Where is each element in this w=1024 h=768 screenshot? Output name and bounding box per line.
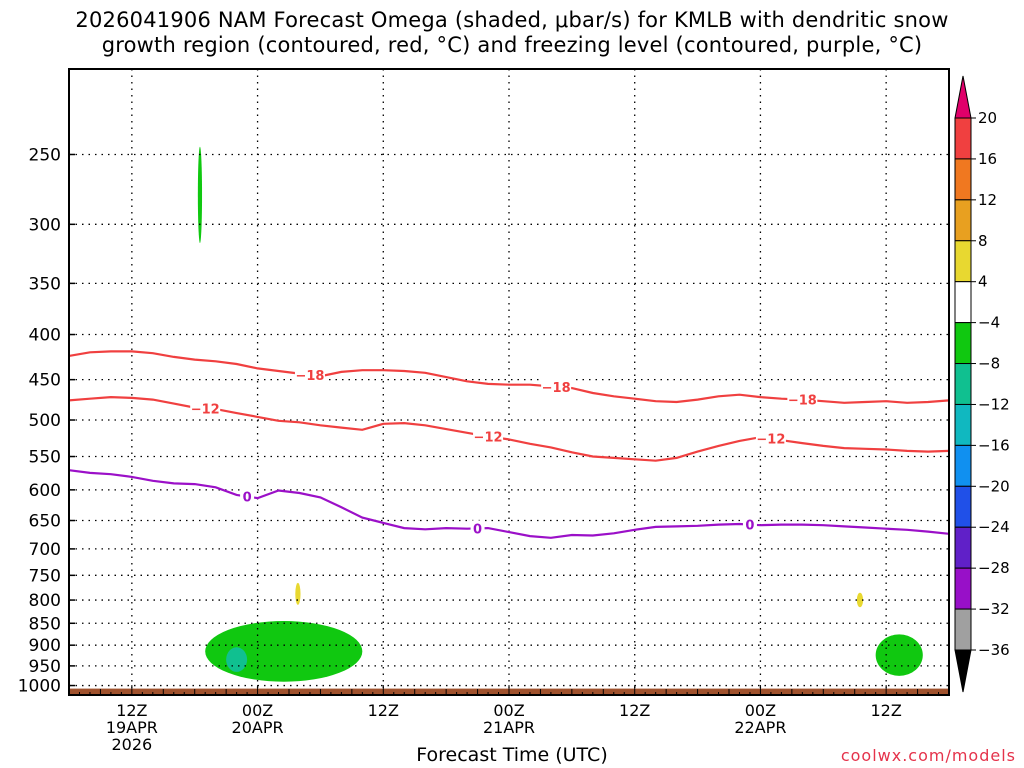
x-tick-label: 21APR — [483, 718, 535, 737]
y-tick-label: 750 — [29, 566, 61, 586]
contour-label: −12 — [756, 433, 785, 448]
y-tick-label: 300 — [29, 215, 61, 235]
colorbar-label: −36 — [978, 641, 1010, 659]
omega-region-0 — [197, 146, 203, 244]
contour-label-bg — [294, 366, 325, 383]
colorbar-swatch — [954, 281, 972, 324]
x-tick-label: 00Z — [493, 701, 524, 720]
contour-label-bg — [787, 391, 818, 408]
grid-layer — [69, 69, 949, 695]
x-tick-label: 12Z — [870, 701, 901, 720]
contour-label-bg — [742, 516, 757, 533]
x-tick-label: 12Z — [116, 701, 147, 720]
colorbar-swatch — [954, 322, 972, 365]
omega-region-3 — [295, 582, 301, 605]
y-tick-label: 600 — [29, 481, 61, 501]
x-tick-label: 00Z — [242, 701, 273, 720]
x-tick-label: 2026 — [111, 735, 152, 754]
y-tick-label: 900 — [29, 636, 61, 656]
contour-label: 0 — [473, 522, 482, 537]
x-tick-label: 19APR — [106, 718, 158, 737]
contour-label: −18 — [542, 381, 571, 396]
omega-region-4 — [856, 592, 864, 608]
site-credit[interactable]: coolwx.com/models — [840, 746, 1016, 765]
y-tick-label: 850 — [29, 614, 61, 634]
colorbar-label: −24 — [978, 518, 1010, 536]
colorbar-swatch — [954, 363, 972, 405]
contour-label-bg — [190, 400, 221, 417]
contour-label-bg — [470, 520, 485, 537]
y-tick-label: 950 — [29, 657, 61, 677]
omega-shading-layer — [197, 146, 923, 682]
colorbar-label: 16 — [978, 150, 997, 168]
colorbar-bottom-arrow — [954, 649, 972, 693]
contours-layer: −18 −18 −18 −12 −12 −12 0 0 0 — [68, 350, 950, 539]
contour-label: −12 — [474, 431, 503, 446]
x-tick-label: 20APR — [232, 718, 284, 737]
contour-label: −18 — [295, 369, 324, 384]
contour-label: 0 — [745, 519, 754, 534]
x-tick-label: 12Z — [619, 701, 650, 720]
colorbar: 20 16 12 8 4 −4 −8 −12 −16 −20 −24 −28 −32 −36 — [954, 75, 1010, 693]
colorbar-swatch — [954, 485, 972, 528]
x-tick-label: 00Z — [745, 701, 776, 720]
contour-label: −12 — [191, 402, 220, 417]
colorbar-label: −12 — [978, 395, 1010, 413]
omega-region-1 — [205, 621, 363, 682]
y-tick-label: 500 — [29, 411, 61, 431]
colorbar-label: 20 — [978, 109, 997, 127]
x-axis-title: Forecast Time (UTC) — [416, 744, 608, 766]
y-tick-label: 450 — [29, 371, 61, 391]
contour-label-bg — [541, 378, 572, 395]
y-tick-label: 650 — [29, 512, 61, 532]
omega-region-2 — [226, 647, 248, 672]
colorbar-swatch — [954, 117, 972, 160]
colorbar-label: 12 — [978, 191, 997, 209]
colorbar-swatch — [954, 444, 972, 487]
y-tick-label: 550 — [29, 448, 61, 468]
contour-label: −18 — [788, 394, 817, 409]
colorbar-swatch — [954, 403, 972, 446]
colorbar-label: −28 — [978, 559, 1010, 577]
contour-label-bg — [473, 428, 504, 445]
colorbar-label: −16 — [978, 436, 1010, 454]
colorbar-label: 4 — [978, 273, 988, 291]
y-tick-label: 350 — [29, 274, 61, 294]
chart-title-line1: 2026041906 NAM Forecast Omega (shaded, μ… — [75, 8, 949, 32]
colorbar-label: 8 — [978, 232, 988, 250]
y-axis: 2503003504004505005506006507007508008509… — [18, 145, 75, 697]
contour-line-2 — [68, 469, 950, 539]
omega-region-5 — [875, 634, 923, 676]
contour-label: 0 — [243, 491, 252, 506]
colorbar-swatch — [954, 526, 972, 569]
colorbar-swatch — [954, 158, 972, 201]
colorbar-label: −20 — [978, 477, 1010, 495]
x-tick-label: 12Z — [368, 701, 399, 720]
colorbar-label: −4 — [978, 314, 1000, 332]
colorbar-swatch — [954, 240, 972, 283]
chart-title-line2: growth region (contoured, red, °C) and f… — [101, 33, 923, 57]
contour-label-bg — [755, 430, 786, 447]
colorbar-label: −32 — [978, 600, 1010, 618]
y-tick-label: 250 — [29, 145, 61, 165]
colorbar-swatch — [954, 608, 972, 651]
y-tick-label: 800 — [29, 591, 61, 611]
y-tick-label: 1000 — [18, 677, 61, 697]
colorbar-swatch — [954, 199, 972, 242]
colorbar-label: −8 — [978, 355, 1000, 373]
y-tick-label: 700 — [29, 540, 61, 560]
colorbar-top-arrow — [954, 75, 972, 119]
colorbar-swatch — [954, 567, 972, 610]
contour-label-bg — [240, 488, 255, 505]
y-tick-label: 400 — [29, 326, 61, 346]
x-tick-label: 22APR — [734, 718, 786, 737]
